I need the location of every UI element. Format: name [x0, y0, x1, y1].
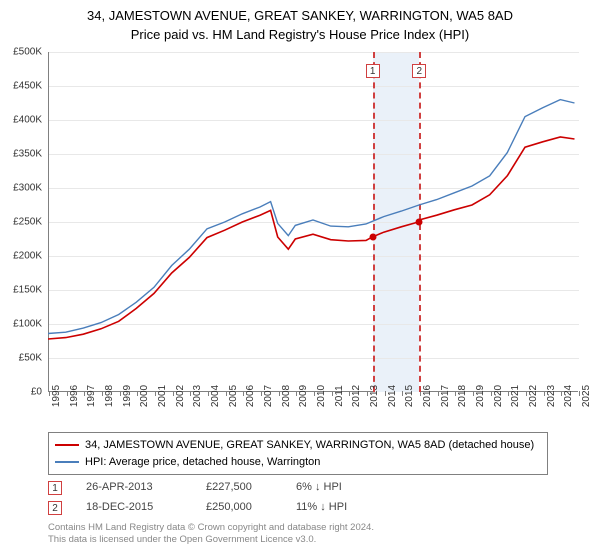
legend-text: 34, JAMESTOWN AVENUE, GREAT SANKEY, WARR… [85, 437, 534, 454]
x-axis-label: 2014 [387, 385, 398, 407]
x-axis-label: 2017 [440, 385, 451, 407]
x-axis-label: 2019 [475, 385, 486, 407]
y-axis-label: £100K [0, 319, 42, 330]
x-axis-label: 2018 [457, 385, 468, 407]
x-axis-label: 2009 [298, 385, 309, 407]
sale-row-marker: 2 [48, 501, 62, 515]
legend-text: HPI: Average price, detached house, Warr… [85, 454, 320, 471]
legend-row: 34, JAMESTOWN AVENUE, GREAT SANKEY, WARR… [55, 437, 541, 454]
line-layer [48, 52, 578, 392]
y-axis-label: £250K [0, 217, 42, 228]
x-axis-label: 1999 [122, 385, 133, 407]
x-axis-label: 2011 [334, 385, 345, 407]
sale-row-marker: 1 [48, 481, 62, 495]
sale-delta: 11% ↓ HPI [296, 498, 386, 518]
x-axis-label: 2003 [192, 385, 203, 407]
legend-swatch [55, 461, 79, 463]
chart-title-line2: Price paid vs. HM Land Registry's House … [0, 25, 600, 42]
x-axis-label: 2020 [493, 385, 504, 407]
chart-container: 34, JAMESTOWN AVENUE, GREAT SANKEY, WARR… [0, 0, 600, 560]
legend-row: HPI: Average price, detached house, Warr… [55, 454, 541, 471]
x-axis-label: 2015 [404, 385, 415, 407]
x-axis-label: 2008 [281, 385, 292, 407]
y-axis-label: £50K [0, 353, 42, 364]
chart-title-line1: 34, JAMESTOWN AVENUE, GREAT SANKEY, WARR… [0, 0, 600, 25]
x-axis-label: 2002 [175, 385, 186, 407]
x-tick [579, 391, 580, 396]
footer-attribution: Contains HM Land Registry data © Crown c… [48, 522, 374, 547]
footer-line1: Contains HM Land Registry data © Crown c… [48, 522, 374, 534]
x-axis-label: 1997 [86, 385, 97, 407]
sales-table: 1 26-APR-2013 £227,500 6% ↓ HPI 2 18-DEC-2015… [48, 478, 386, 518]
x-axis-label: 2021 [510, 385, 521, 407]
x-axis-label: 2004 [210, 385, 221, 407]
x-axis-label: 2012 [351, 385, 362, 407]
y-axis-label: £400K [0, 115, 42, 126]
footer-line2: This data is licensed under the Open Gov… [48, 534, 374, 546]
x-axis-label: 1995 [51, 385, 62, 407]
x-axis-label: 2000 [139, 385, 150, 407]
y-axis-label: £150K [0, 285, 42, 296]
y-axis-label: £450K [0, 81, 42, 92]
x-axis-label: 2010 [316, 385, 327, 407]
y-axis-label: £500K [0, 47, 42, 58]
sale-row: 1 26-APR-2013 £227,500 6% ↓ HPI [48, 478, 386, 498]
x-axis-label: 2006 [245, 385, 256, 407]
x-axis-label: 2007 [263, 385, 274, 407]
x-axis-label: 2024 [563, 385, 574, 407]
sale-price: £250,000 [206, 498, 272, 518]
chart-area: 12 £0£50K£100K£150K£200K£250K£300K£350K£… [48, 52, 578, 392]
x-axis-label: 1998 [104, 385, 115, 407]
y-axis-label: £0 [0, 387, 42, 398]
x-axis-label: 2022 [528, 385, 539, 407]
sale-date: 26-APR-2013 [86, 478, 182, 498]
x-axis-label: 2013 [369, 385, 380, 407]
x-axis-label: 2005 [228, 385, 239, 407]
x-axis-label: 2016 [422, 385, 433, 407]
x-axis-label: 1996 [69, 385, 80, 407]
sale-delta: 6% ↓ HPI [296, 478, 386, 498]
sale-price: £227,500 [206, 478, 272, 498]
series-hpi [48, 100, 575, 334]
x-axis-label: 2001 [157, 385, 168, 407]
legend-swatch [55, 444, 79, 446]
y-axis-label: £200K [0, 251, 42, 262]
y-axis-label: £350K [0, 149, 42, 160]
sale-row: 2 18-DEC-2015 £250,000 11% ↓ HPI [48, 498, 386, 518]
x-axis-label: 2025 [581, 385, 592, 407]
legend-box: 34, JAMESTOWN AVENUE, GREAT SANKEY, WARR… [48, 432, 548, 475]
y-axis-label: £300K [0, 183, 42, 194]
sale-date: 18-DEC-2015 [86, 498, 182, 518]
x-axis-label: 2023 [546, 385, 557, 407]
